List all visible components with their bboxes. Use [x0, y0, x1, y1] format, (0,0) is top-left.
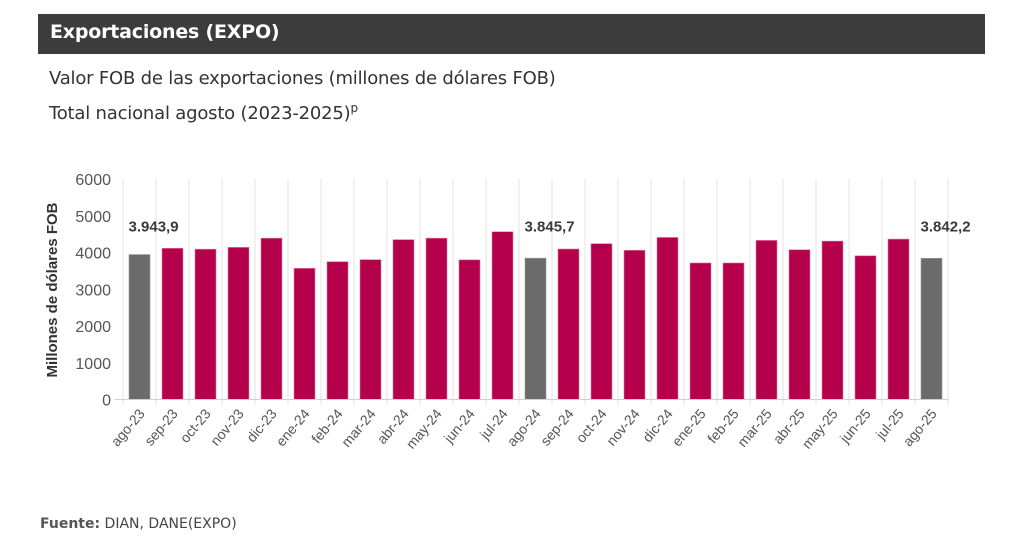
- x-tick-label: ene-25: [669, 405, 709, 449]
- bar-dic-24: [656, 237, 679, 400]
- source-note: Fuente: DIAN, DANE(EXPO): [40, 516, 237, 532]
- y-axis-label: Millones de dólares FOB: [44, 202, 61, 377]
- x-tick-label: jun-25: [836, 405, 874, 446]
- x-tick-label: nov-23: [207, 405, 247, 448]
- section-title: Exportaciones (EXPO): [50, 21, 280, 43]
- bar-ene-25: [689, 262, 712, 400]
- bar-jun-24: [458, 259, 481, 400]
- y-tick-label: 0: [102, 393, 111, 410]
- y-tick-label: 6000: [75, 172, 111, 189]
- data-label: 3.845,7: [525, 218, 575, 235]
- bar-oct-24: [590, 243, 613, 400]
- bar-ago-25: [920, 257, 943, 400]
- data-label: 3.842,2: [921, 218, 971, 235]
- x-tick-label: mar-24: [338, 405, 379, 449]
- data-labels: 3.943,9 3.845,7 3.842,2: [129, 218, 971, 235]
- section-header: Exportaciones (EXPO): [38, 14, 985, 54]
- bar-may-24: [425, 237, 448, 400]
- x-tick-label: jun-24: [440, 405, 478, 446]
- x-tick-label: mar-25: [734, 405, 775, 449]
- bar-abr-24: [392, 239, 415, 400]
- x-tick-label: sep-23: [141, 405, 181, 448]
- x-tick-label: ago-23: [108, 405, 148, 449]
- bar-ago-23: [128, 254, 151, 400]
- y-tick-label: 1000: [75, 356, 111, 373]
- x-tick-label: ago-25: [900, 405, 940, 449]
- bar-jul-24: [491, 231, 514, 400]
- bar-ene-24: [293, 268, 316, 400]
- x-tick-label: nov-24: [603, 405, 643, 448]
- bar-jun-25: [854, 255, 877, 400]
- y-tick-label: 5000: [75, 209, 111, 226]
- bar-feb-24: [326, 261, 349, 400]
- bars: [128, 231, 943, 400]
- x-tick-label: may-24: [403, 405, 445, 451]
- x-tick-label: may-25: [799, 405, 841, 451]
- x-tick-label: sep-24: [537, 405, 577, 448]
- y-tick-label: 3000: [75, 282, 111, 299]
- bar-mar-25: [755, 240, 778, 400]
- bar-jul-25: [887, 238, 910, 400]
- x-tick-label: ene-24: [273, 405, 313, 449]
- grid: [122, 179, 949, 406]
- chart-title: Valor FOB de las exportaciones (millones…: [49, 68, 556, 89]
- bar-may-25: [821, 240, 844, 400]
- bar-feb-25: [722, 262, 745, 400]
- source-label: Fuente:: [40, 516, 101, 532]
- bar-dic-23: [260, 237, 283, 400]
- bar-oct-23: [194, 248, 217, 400]
- preliminary-mark: p: [350, 101, 358, 115]
- chart-subtitle: Total nacional agosto (2023-2025)p: [49, 101, 358, 124]
- bar-ago-24: [524, 257, 547, 400]
- bar-sep-23: [161, 247, 184, 400]
- y-tick-label: 2000: [75, 319, 111, 336]
- bar-nov-24: [623, 249, 646, 400]
- bar-nov-23: [227, 247, 250, 400]
- y-tick-label: 4000: [75, 246, 111, 263]
- x-tick-label: ago-24: [504, 405, 544, 449]
- source-value: DIAN, DANE(EXPO): [100, 516, 237, 532]
- bar-mar-24: [359, 259, 382, 400]
- bar-abr-25: [788, 249, 811, 400]
- chart-subtitle-text: Total nacional agosto (2023-2025): [49, 103, 351, 124]
- data-label: 3.943,9: [129, 218, 179, 235]
- bar-sep-24: [557, 248, 580, 400]
